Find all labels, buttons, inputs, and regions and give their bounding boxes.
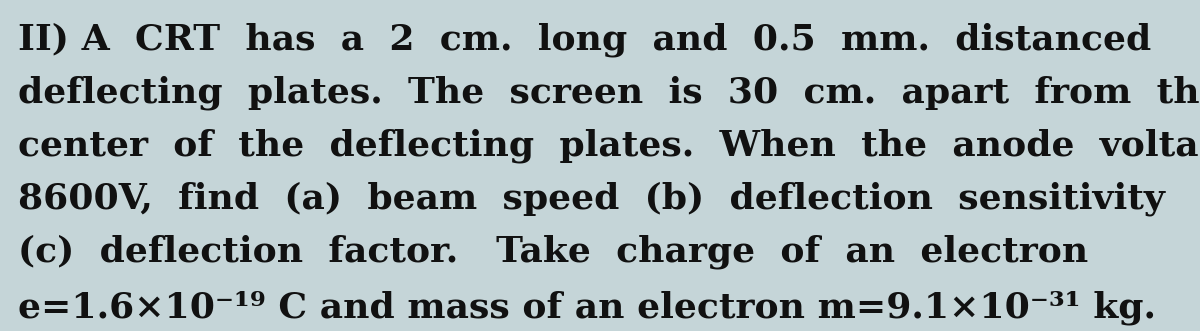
- Text: center  of  the  deflecting  plates.  When  the  anode  voltage  is: center of the deflecting plates. When th…: [18, 128, 1200, 163]
- Text: II) A  CRT  has  a  2  cm.  long  and  0.5  mm.  distanced: II) A CRT has a 2 cm. long and 0.5 mm. d…: [18, 23, 1151, 57]
- Text: deflecting  plates.  The  screen  is  30  cm.  apart  from  the: deflecting plates. The screen is 30 cm. …: [18, 75, 1200, 110]
- Text: e=1.6×10⁻¹⁹ C and mass of an electron m=9.1×10⁻³¹ kg.: e=1.6×10⁻¹⁹ C and mass of an electron m=…: [18, 291, 1156, 325]
- Text: (c)  deflection  factor.   Take  charge  of  an  electron: (c) deflection factor. Take charge of an…: [18, 234, 1088, 269]
- Text: 8600V,  find  (a)  beam  speed  (b)  deflection  sensitivity: 8600V, find (a) beam speed (b) deflectio…: [18, 181, 1165, 216]
